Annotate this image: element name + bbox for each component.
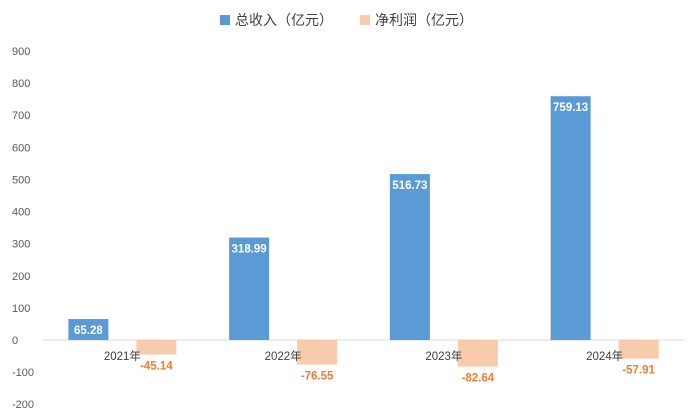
y-tick-label: 100 bbox=[12, 303, 30, 315]
y-tick-label: 300 bbox=[12, 239, 30, 251]
data-label-revenue-1: 65.28 bbox=[74, 325, 103, 337]
y-tick-label: 900 bbox=[12, 46, 30, 58]
bars bbox=[68, 96, 659, 367]
legend: 总收入（亿元） 净利润（亿元） bbox=[220, 13, 473, 29]
y-tick-label: 400 bbox=[12, 207, 30, 219]
bar-revenue-2 bbox=[229, 237, 270, 340]
legend-label-net-profit: 净利润（亿元） bbox=[375, 13, 473, 29]
data-label-net-profit-1: -45.14 bbox=[140, 360, 173, 372]
data-label-revenue-3: 516.73 bbox=[392, 180, 427, 192]
data-label-revenue-2: 318.99 bbox=[232, 244, 267, 256]
category-labels: 2021年 2022年 2023年 2024年 bbox=[104, 349, 623, 363]
legend-swatch-revenue bbox=[220, 15, 230, 25]
y-tick-label: 0 bbox=[12, 335, 18, 347]
legend-swatch-net-profit bbox=[360, 15, 370, 25]
y-axis-ticks: 900 800 700 600 500 400 300 200 100 0 -100 -200 bbox=[12, 46, 34, 411]
bar-revenue-4 bbox=[550, 96, 591, 340]
bar-revenue-3 bbox=[389, 174, 430, 340]
legend-label-revenue: 总收入（亿元） bbox=[235, 13, 333, 29]
data-label-net-profit-3: -82.64 bbox=[462, 373, 495, 385]
y-tick-label: -200 bbox=[12, 399, 34, 411]
bar-net-profit-1 bbox=[136, 340, 177, 355]
y-tick-label: 800 bbox=[12, 78, 30, 90]
category-label: 2021年 bbox=[104, 349, 141, 363]
data-label-net-profit-2: -76.55 bbox=[301, 371, 334, 383]
y-tick-label: 500 bbox=[12, 174, 30, 186]
bar-net-profit-3 bbox=[457, 340, 498, 367]
y-tick-label: 700 bbox=[12, 110, 30, 122]
bar-net-profit-4 bbox=[618, 340, 659, 359]
bar-net-profit-2 bbox=[297, 340, 338, 365]
bar-revenue-1 bbox=[68, 319, 109, 340]
category-label: 2022年 bbox=[265, 349, 302, 363]
y-tick-label: -100 bbox=[12, 367, 34, 379]
data-label-revenue-4: 759.13 bbox=[553, 102, 588, 114]
y-tick-label: 200 bbox=[12, 271, 30, 283]
value-labels: 65.28 -45.14 318.99 -76.55 516.73 -82.64 759.1… bbox=[74, 102, 656, 384]
category-label: 2024年 bbox=[586, 349, 623, 363]
y-tick-label: 600 bbox=[12, 142, 30, 154]
data-label-net-profit-4: -57.91 bbox=[622, 365, 655, 377]
category-label: 2023年 bbox=[425, 349, 462, 363]
